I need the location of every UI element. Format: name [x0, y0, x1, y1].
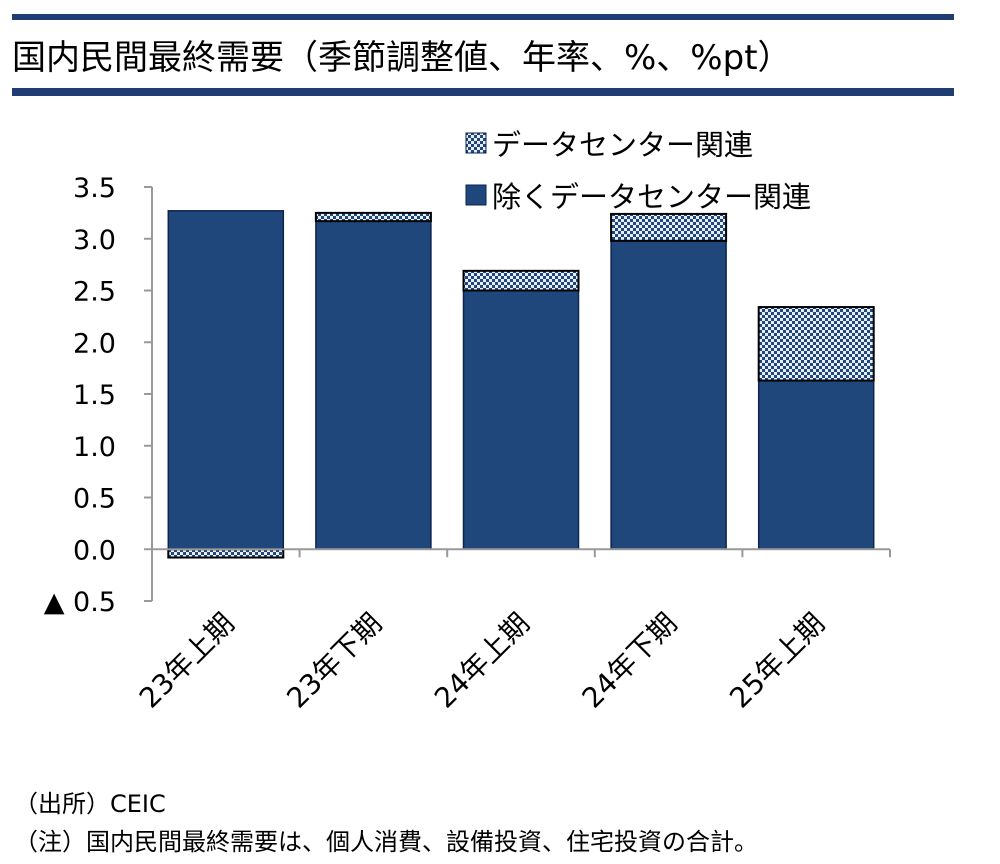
x-tick-label: 25年上期 [723, 607, 831, 715]
bar-datacenter [610, 212, 728, 242]
x-tick-label: 24年下期 [576, 607, 684, 715]
y-tick-label: 1.5 [73, 380, 116, 411]
legend-label: 除くデータセンター関連 [492, 180, 811, 214]
bar-datacenter [757, 306, 875, 382]
source-note: （出所）CEIC [14, 790, 166, 818]
y-tick-label: 1.0 [73, 432, 116, 463]
footnote: （注）国内民間最終需要は、個人消費、設備投資、住宅投資の合計。 [14, 828, 758, 856]
y-tick-label: 0.0 [73, 535, 116, 566]
bar-ex-datacenter [167, 210, 285, 550]
x-tick-label: 23年上期 [133, 607, 241, 715]
legend-swatch [465, 184, 487, 206]
bar-ex-datacenter [462, 289, 580, 550]
legend-label: データセンター関連 [492, 128, 753, 162]
top-rule [12, 14, 954, 20]
title-rule [12, 88, 954, 96]
y-tick-label: 2.5 [73, 277, 116, 308]
bar-datacenter [462, 269, 580, 292]
y-tick-label: 3.5 [73, 173, 116, 204]
y-tick-label: 3.0 [73, 225, 116, 256]
y-tick-label: 0.5 [73, 484, 116, 515]
legend-swatch [465, 132, 487, 154]
bar-ex-datacenter [315, 220, 432, 550]
bar-chart: 23年上期 23年下期 24年上期 24年下期 25年上期 3.5 3.0 2.5 2.0 1.5… [44, 128, 891, 715]
bar-datacenter [167, 548, 285, 559]
bar-ex-datacenter [757, 379, 875, 551]
x-tick-label: 24年上期 [428, 607, 536, 715]
bar-ex-datacenter [610, 240, 727, 550]
y-tick-label: 2.0 [73, 328, 116, 359]
y-tick-label: ▲ 0.5 [44, 587, 116, 618]
chart-title: 国内民間最終需要（季節調整値、年率、%、%pt） [12, 38, 792, 78]
bar-datacenter [314, 211, 432, 223]
x-tick-label: 23年下期 [280, 607, 388, 715]
